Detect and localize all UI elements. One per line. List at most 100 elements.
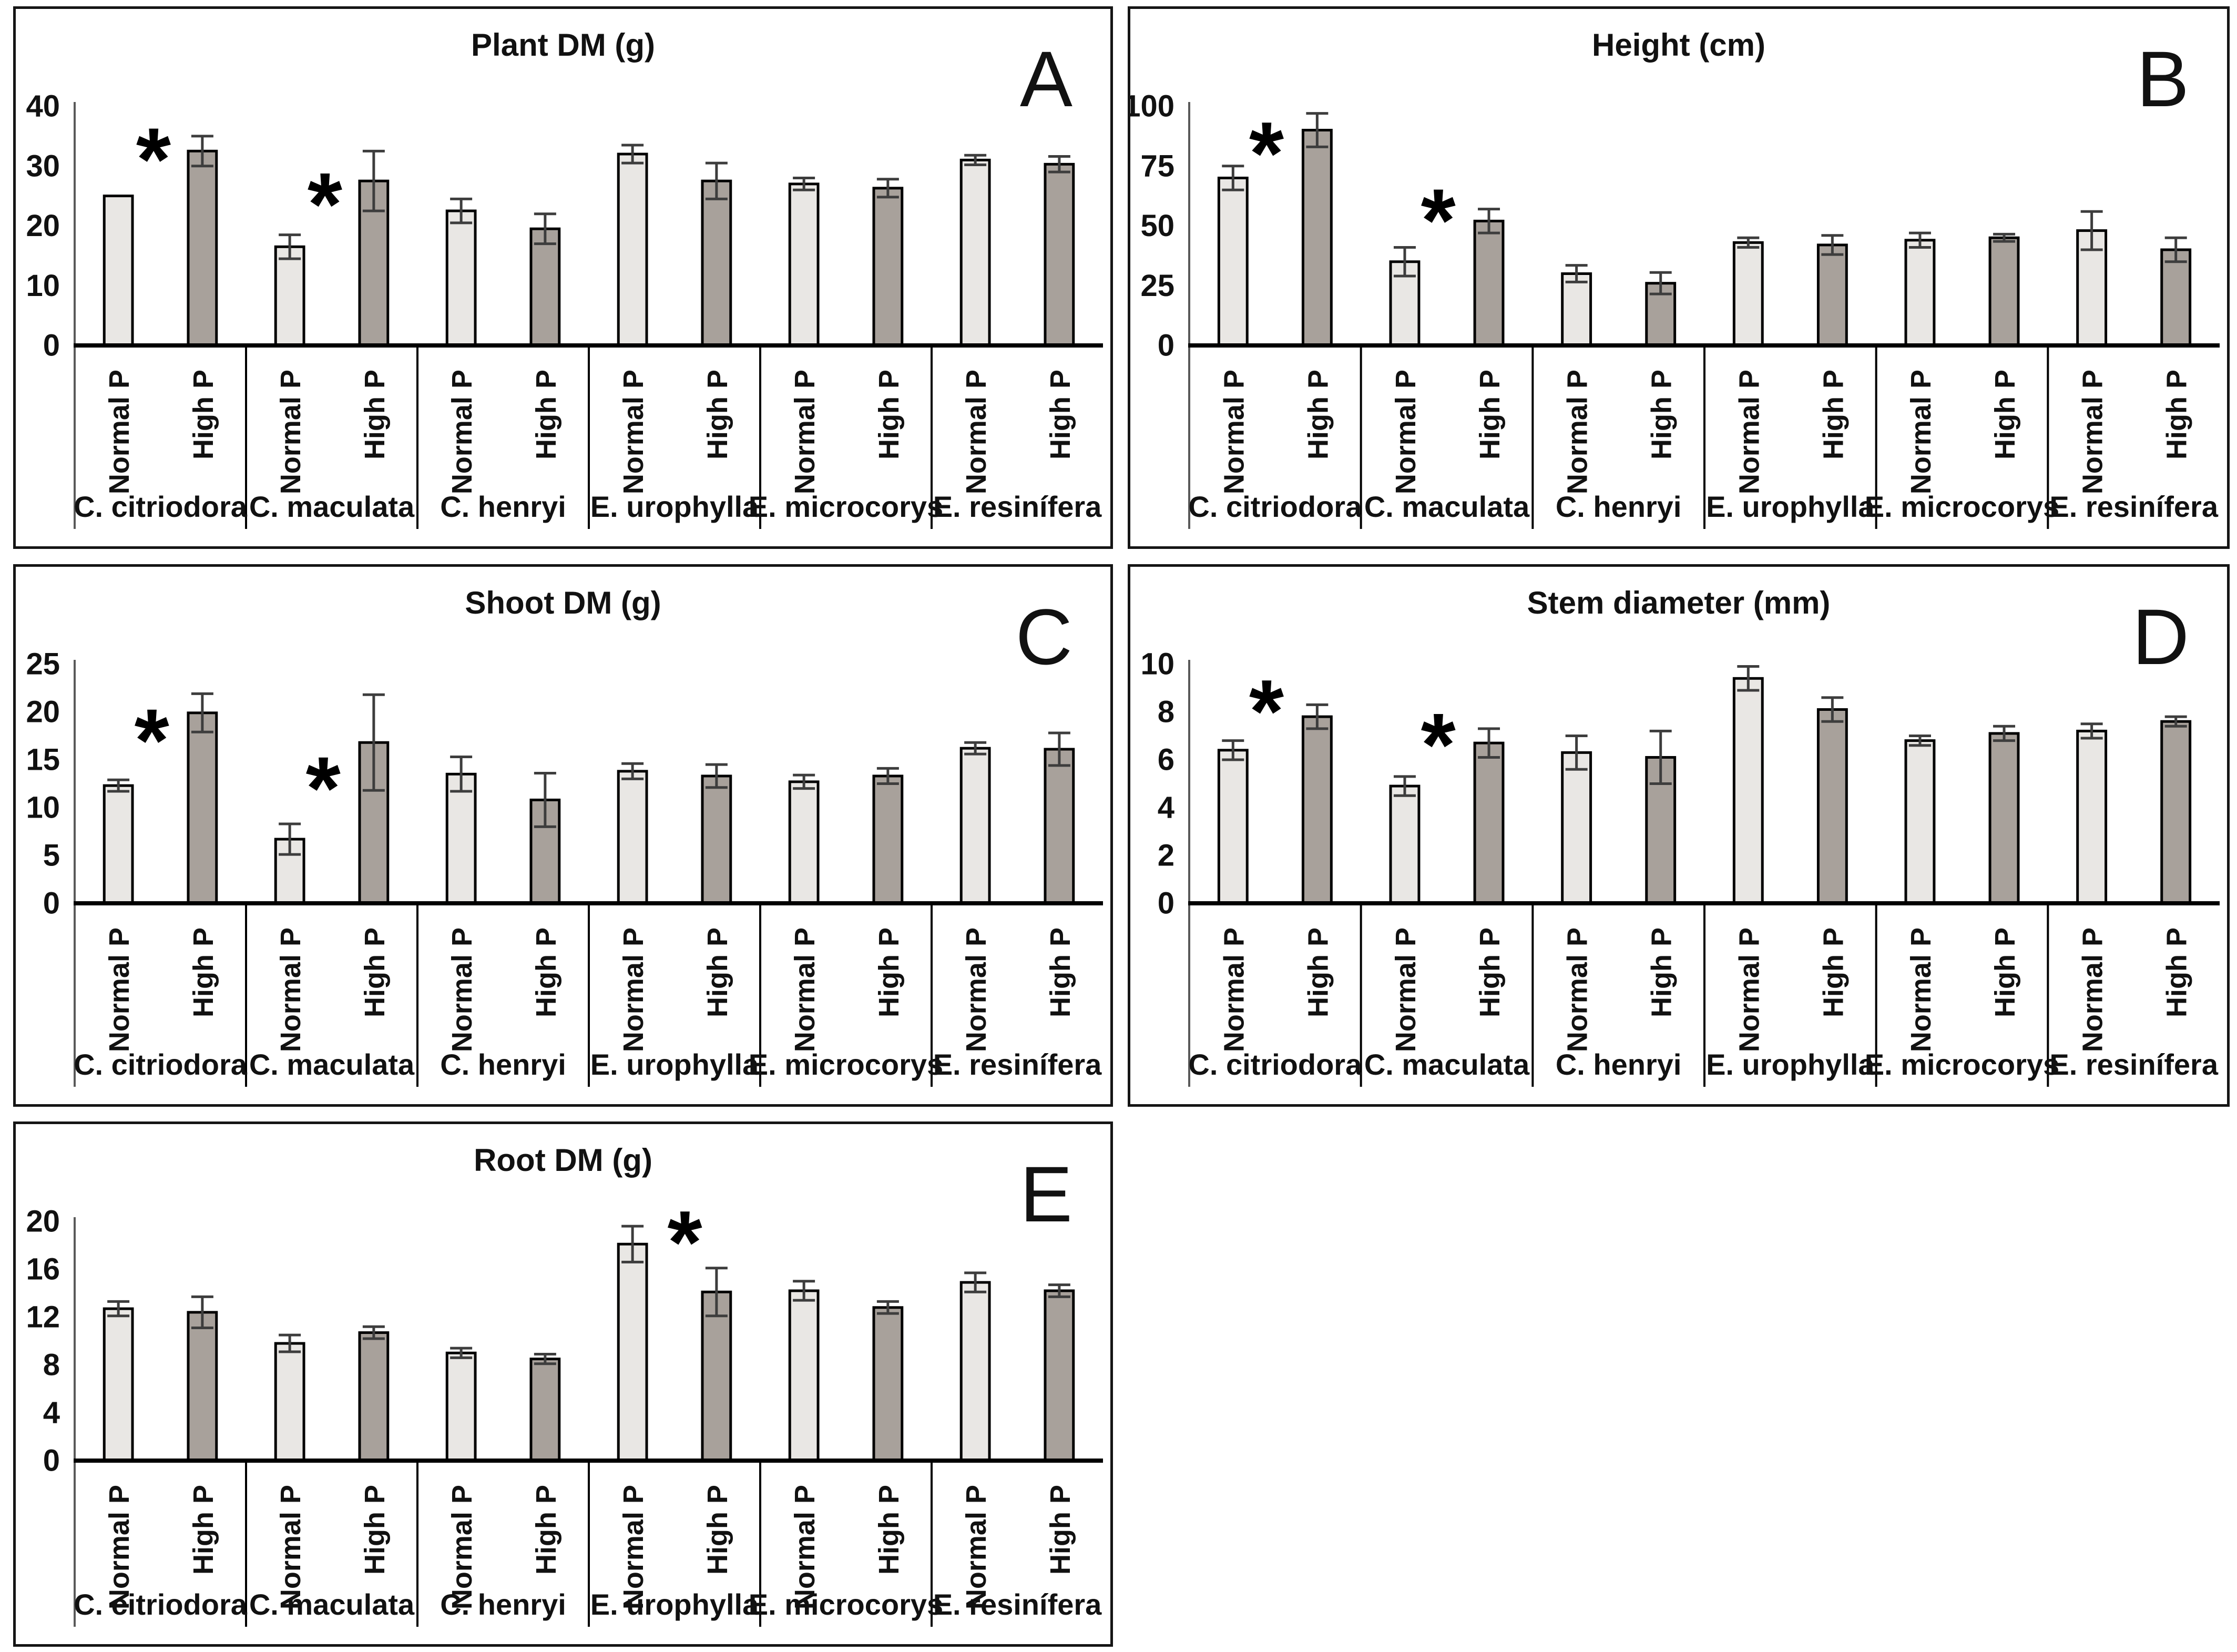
panel-letter: D — [2132, 593, 2189, 681]
treatment-label: High P — [702, 370, 733, 460]
y-tick-label: 25 — [26, 647, 60, 681]
treatment-label: Normal P — [1218, 927, 1250, 1052]
treatment-label: Normal P — [1562, 927, 1594, 1052]
species-label: C. maculata — [249, 1588, 415, 1621]
treatment-label: Normal P — [1733, 927, 1765, 1052]
bar-normal-p — [1732, 241, 1764, 347]
y-tick-label: 30 — [26, 149, 60, 183]
bar-high-p — [1301, 129, 1333, 347]
panel-letter: A — [1019, 35, 1072, 123]
y-tick-label: 50 — [1140, 209, 1174, 243]
species-label: E. resinífera — [2049, 1048, 2218, 1081]
species-label: C. henryi — [1556, 490, 1682, 523]
species-label: E. microcorys — [749, 1588, 943, 1621]
bar-normal-p — [1389, 784, 1421, 905]
treatment-label: Normal P — [104, 1485, 135, 1609]
treatment-label: High P — [1989, 927, 2021, 1017]
bar-high-p — [1473, 219, 1505, 347]
treatment-label: High P — [1474, 370, 1506, 460]
treatment-label: High P — [530, 1485, 562, 1575]
bar-normal-p — [274, 245, 305, 347]
bar-high-p — [1044, 1289, 1075, 1462]
treatment-label: High P — [530, 927, 562, 1017]
treatment-label: High P — [530, 370, 562, 460]
species-label: C. henryi — [440, 1588, 566, 1621]
treatment-label: High P — [873, 1485, 905, 1575]
treatment-label: High P — [188, 1485, 219, 1575]
y-tick-label: 2 — [1158, 839, 1174, 873]
species-label: C. citriodora — [1188, 1048, 1362, 1081]
significance-asterisk: * — [1421, 171, 1456, 271]
treatment-label: High P — [702, 927, 733, 1017]
treatment-label: High P — [1474, 927, 1506, 1017]
significance-asterisk: * — [667, 1192, 702, 1292]
y-tick-label: 5 — [43, 839, 60, 873]
species-label: C. maculata — [249, 490, 415, 523]
treatment-label: Normal P — [789, 370, 821, 494]
y-tick-label: 20 — [26, 695, 60, 729]
bar-normal-p — [1561, 751, 1592, 905]
bar-normal-p — [1561, 272, 1592, 347]
bar-high-p — [187, 711, 218, 905]
treatment-label: Normal P — [446, 927, 478, 1052]
species-label: C. maculata — [1364, 1048, 1530, 1081]
species-label: C. henryi — [440, 1048, 566, 1081]
bar-high-p — [1988, 236, 2020, 347]
bar-high-p — [2160, 720, 2192, 905]
panel-stem-diameter: Stem diameter (mm) D 0 2 4 6 8 10 Normal P High… — [1128, 564, 2230, 1107]
y-tick-label: 20 — [26, 1205, 60, 1239]
bar-high-p — [872, 187, 904, 347]
y-tick-label: 0 — [1158, 886, 1174, 921]
bar-normal-p — [788, 182, 820, 347]
treatment-label: Normal P — [789, 1485, 821, 1609]
treatment-label: Normal P — [104, 927, 135, 1052]
bar-normal-p — [1217, 177, 1249, 347]
bar-high-p — [187, 149, 218, 347]
bar-high-p — [872, 1306, 904, 1462]
species-label: E. resinífera — [933, 1048, 1102, 1081]
treatment-label: High P — [1646, 927, 1678, 1017]
y-tick-label: 10 — [26, 269, 60, 303]
species-label: E. urophylla — [590, 1048, 759, 1081]
y-tick-label: 10 — [1140, 647, 1174, 681]
treatment-label: Normal P — [1218, 370, 1250, 494]
treatment-label: High P — [873, 927, 905, 1017]
panel-height: Height (cm) B 0 25 50 75 100 Normal P High P C.… — [1128, 6, 2230, 549]
y-tick-label: 10 — [26, 791, 60, 825]
treatment-label: Normal P — [618, 927, 649, 1052]
treatment-label: Normal P — [961, 927, 992, 1052]
bar-normal-p — [103, 1307, 134, 1462]
bar-normal-p — [445, 1351, 477, 1462]
species-label: E. microcorys — [749, 1048, 943, 1081]
species-label: C. henryi — [1556, 1048, 1682, 1081]
bar-normal-p — [1904, 239, 1936, 347]
y-tick-label: 4 — [1158, 791, 1174, 825]
species-label: C. henryi — [440, 490, 566, 523]
bar-normal-p — [274, 1342, 305, 1462]
bar-normal-p — [959, 1281, 991, 1462]
species-label: C. citriodora — [74, 490, 248, 523]
species-label: E. microcorys — [749, 490, 943, 523]
panel-title: Shoot DM (g) — [465, 585, 661, 620]
species-label: E. resinífera — [933, 490, 1102, 523]
significance-asterisk: * — [1421, 695, 1456, 795]
treatment-label: Normal P — [961, 1485, 992, 1609]
treatment-label: High P — [1302, 370, 1334, 460]
y-tick-label: 100 — [1130, 89, 1174, 124]
panel-title: Plant DM (g) — [471, 27, 655, 63]
y-tick-label: 40 — [26, 89, 60, 124]
species-label: C. maculata — [1364, 490, 1530, 523]
bar-high-p — [1473, 741, 1505, 905]
treatment-label: High P — [2161, 370, 2193, 460]
y-tick-label: 0 — [43, 886, 60, 921]
species-label: C. citriodora — [1188, 490, 1362, 523]
treatment-label: High P — [1817, 370, 1849, 460]
bar-high-p — [1044, 748, 1075, 905]
panel-title: Height (cm) — [1592, 27, 1765, 63]
significance-asterisk: * — [136, 110, 171, 210]
species-label: E. microcorys — [1865, 490, 2059, 523]
